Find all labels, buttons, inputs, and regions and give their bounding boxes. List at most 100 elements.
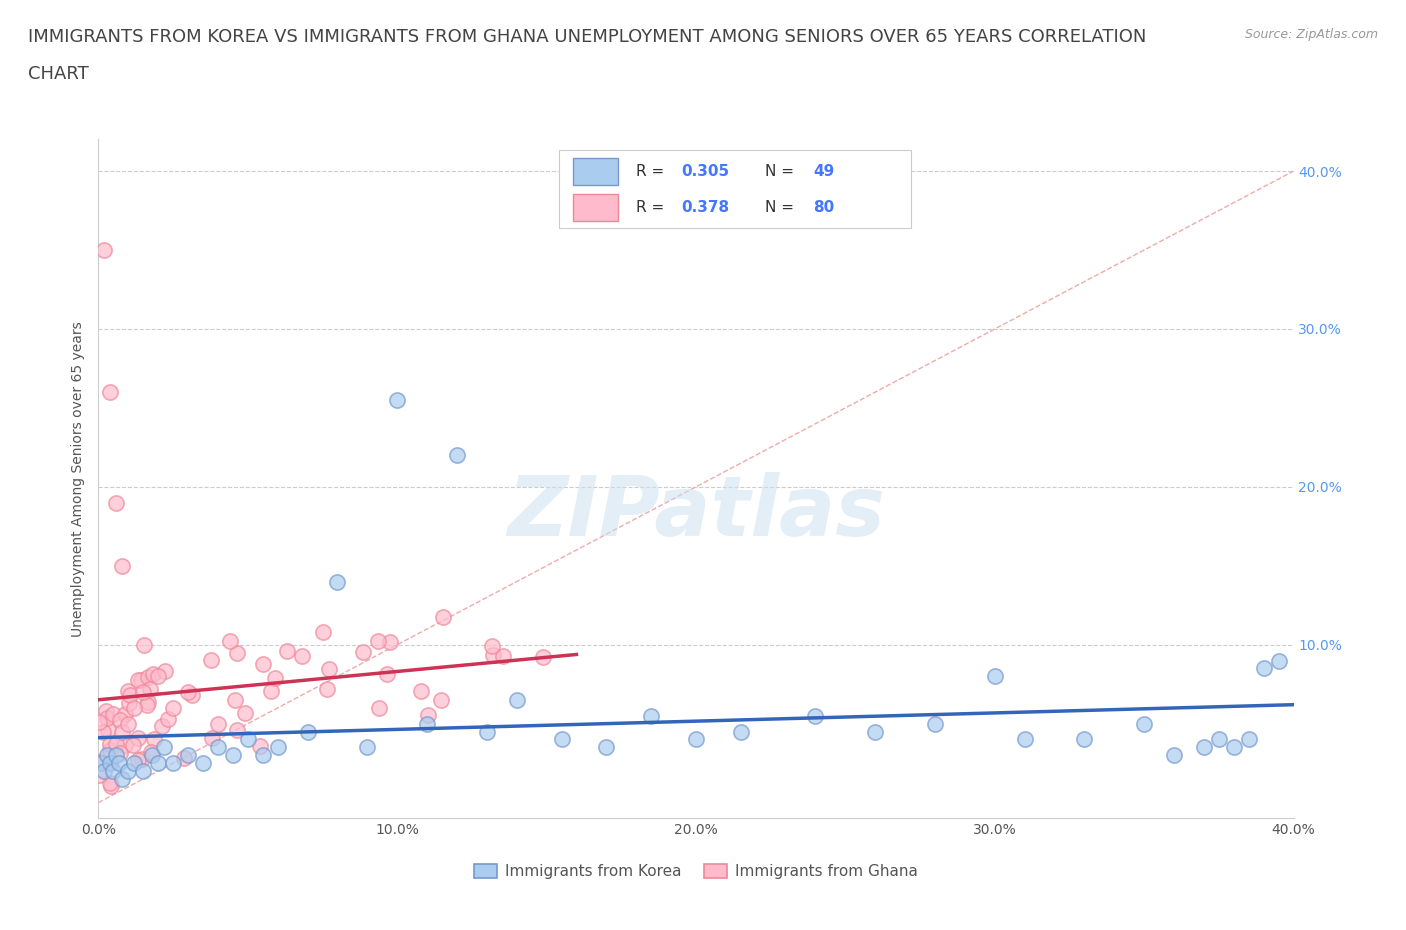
Point [865,724,887,739]
Point [368,700,391,715]
Point [162,700,184,715]
Point [127,752,149,767]
Point [136,670,159,684]
Point [117,764,139,778]
Point [1237,732,1260,747]
Point [550,732,572,747]
Point [260,684,283,698]
Point [105,748,128,763]
Point [276,644,298,658]
Text: Source: ZipAtlas.com: Source: ZipAtlas.com [1244,28,1378,41]
Point [475,724,498,739]
Point [118,687,141,702]
Point [291,648,314,663]
Point [235,706,257,721]
Point [87,714,110,729]
Point [142,666,165,681]
Point [138,682,160,697]
Text: R =: R = [637,200,669,215]
Point [207,740,229,755]
Point [225,646,247,661]
Point [416,708,439,723]
Y-axis label: Unemployment Among Seniors over 65 years: Unemployment Among Seniors over 65 years [72,321,86,637]
Point [1073,732,1095,747]
Point [411,684,433,698]
Point [103,764,125,778]
Point [367,634,389,649]
Point [226,723,249,737]
Point [984,669,1007,684]
Point [91,724,114,739]
Point [640,709,662,724]
Point [142,731,165,746]
Point [730,724,752,739]
Text: 0.305: 0.305 [682,164,730,179]
Point [148,669,170,684]
Point [124,700,146,715]
Point [100,778,122,793]
Text: N =: N = [765,200,799,215]
Point [117,716,139,731]
Point [506,693,529,708]
Point [153,664,176,679]
Point [114,707,136,722]
Point [111,724,134,739]
Point [87,755,110,770]
Point [352,644,374,659]
Point [312,625,335,640]
Text: 49: 49 [813,164,834,179]
Point [267,740,290,755]
Point [1014,732,1036,747]
Point [108,712,131,727]
Point [98,756,122,771]
Point [595,740,617,755]
Point [108,756,131,771]
Point [132,638,155,653]
Point [385,392,409,407]
Point [93,764,115,778]
Text: CHART: CHART [28,65,89,83]
Point [98,742,121,757]
Point [87,767,110,782]
Point [173,751,195,765]
Point [224,693,246,708]
Point [127,672,149,687]
Point [430,693,453,708]
Point [201,731,224,746]
Point [90,756,112,771]
Point [249,738,271,753]
FancyBboxPatch shape [558,150,911,228]
Text: N =: N = [765,164,799,179]
Point [191,756,214,771]
Point [96,711,118,725]
Point [416,716,439,731]
Text: 0.378: 0.378 [682,200,730,215]
Point [114,737,136,752]
Point [531,650,554,665]
Point [150,719,173,734]
Point [103,707,125,722]
Point [252,748,274,763]
Text: IMMIGRANTS FROM KOREA VS IMMIGRANTS FROM GHANA UNEMPLOYMENT AMONG SENIORS OVER 6: IMMIGRANTS FROM KOREA VS IMMIGRANTS FROM… [28,28,1146,46]
Point [98,737,121,751]
Point [222,748,245,763]
Point [432,609,454,624]
Point [105,737,128,751]
Point [94,704,117,719]
Point [482,648,505,663]
Point [136,695,159,710]
Point [236,732,259,747]
FancyBboxPatch shape [572,193,619,221]
Point [93,243,115,258]
Point [1208,732,1230,747]
Point [375,667,398,682]
Point [105,495,128,510]
Point [1253,661,1275,676]
Point [129,672,152,687]
Point [207,716,229,731]
Point [924,716,946,731]
Point [100,776,122,790]
Point [1163,748,1185,763]
Point [297,724,319,739]
Point [118,696,141,711]
